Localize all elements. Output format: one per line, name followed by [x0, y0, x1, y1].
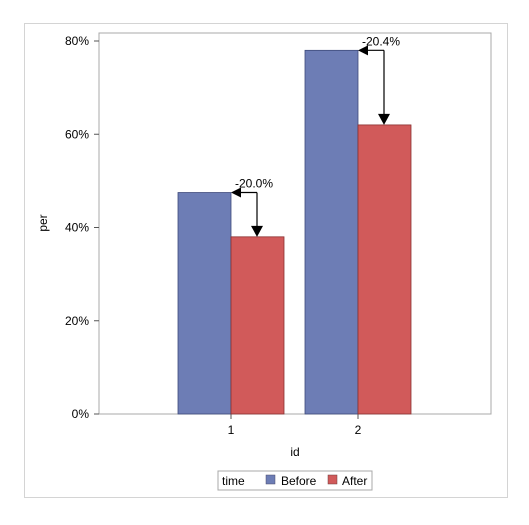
- change-arrow-2: [358, 45, 390, 125]
- change-label-1: -20.0%: [235, 177, 273, 191]
- change-label-2: -20.4%: [362, 34, 400, 48]
- x-tick-label: 1: [228, 423, 235, 437]
- plot-area: [98, 32, 492, 415]
- bar-before-1: [177, 192, 232, 415]
- y-tick-label: 0%: [72, 407, 90, 421]
- bar-after-1: [230, 236, 285, 415]
- y-tick-label: 80%: [65, 34, 89, 48]
- legend-label-after: After: [342, 474, 367, 488]
- bar-after-2: [357, 124, 412, 415]
- y-tick-label: 20%: [65, 314, 89, 328]
- legend-swatch-before: [265, 474, 276, 485]
- legend-swatch-after: [327, 474, 338, 485]
- x-axis-label: id: [290, 445, 299, 459]
- y-axis: 0% 20% 40% 60% 80%: [65, 34, 99, 421]
- y-tick-label: 40%: [65, 221, 89, 235]
- legend: time Before After: [217, 470, 373, 491]
- change-arrow-1: [231, 187, 263, 237]
- chart-frame: [24, 23, 508, 498]
- bar-before-2: [304, 49, 359, 415]
- legend-label-before: Before: [281, 474, 317, 488]
- bars: [177, 49, 412, 415]
- y-axis-label: per: [36, 214, 50, 231]
- y-tick-label: 60%: [65, 127, 89, 141]
- change-annotations: -20.0% -20.4%: [231, 34, 400, 237]
- x-tick-label: 2: [355, 423, 362, 437]
- legend-title: time: [222, 474, 245, 488]
